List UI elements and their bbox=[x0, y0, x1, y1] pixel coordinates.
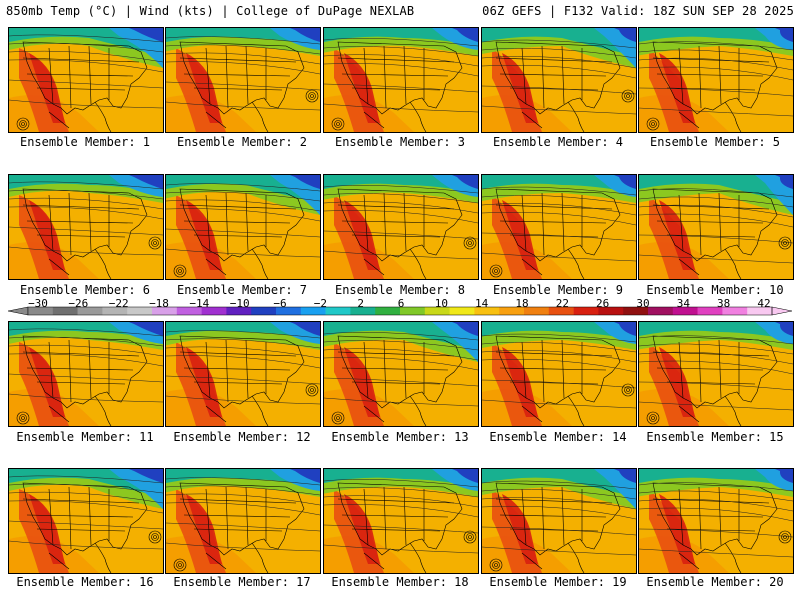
temperature-colorbar bbox=[7, 306, 793, 316]
colorbar-tick-label: −26 bbox=[68, 297, 89, 310]
colorbar-tick-label: 14 bbox=[475, 297, 489, 310]
ensemble-member-label: Ensemble Member: 7 bbox=[176, 283, 308, 297]
colorbar-swatch bbox=[499, 307, 525, 315]
ensemble-member-label: Ensemble Member: 1 bbox=[19, 135, 151, 149]
ensemble-member-map bbox=[323, 174, 479, 280]
ensemble-member-map bbox=[8, 174, 164, 280]
colorbar-tick-label: 34 bbox=[676, 297, 690, 310]
colorbar-swatch bbox=[28, 307, 54, 315]
colorbar-swatch bbox=[226, 307, 252, 315]
ensemble-member-label: Ensemble Member: 17 bbox=[173, 575, 311, 589]
colorbar-swatch bbox=[325, 307, 351, 315]
colorbar-swatch bbox=[276, 307, 302, 315]
colorbar-tick-label: −22 bbox=[108, 297, 129, 310]
ensemble-member-map bbox=[165, 27, 321, 133]
ensemble-member-map bbox=[638, 27, 794, 133]
colorbar-swatch bbox=[201, 307, 227, 315]
colorbar-swatch bbox=[251, 307, 277, 315]
ensemble-member-map bbox=[165, 174, 321, 280]
colorbar-tick-label: −30 bbox=[28, 297, 48, 310]
colorbar-swatch bbox=[548, 307, 574, 315]
colorbar-tick-label: 2 bbox=[357, 297, 364, 310]
ensemble-member-label: Ensemble Member: 8 bbox=[334, 283, 466, 297]
ensemble-member-map bbox=[481, 321, 637, 427]
colorbar-tick-label: 26 bbox=[596, 297, 610, 310]
ensemble-member-label: Ensemble Member: 4 bbox=[492, 135, 624, 149]
colorbar-max-arrow bbox=[771, 306, 793, 316]
ensemble-member-label: Ensemble Member: 10 bbox=[646, 283, 784, 297]
colorbar-swatch bbox=[648, 307, 674, 315]
ensemble-member-map bbox=[481, 468, 637, 574]
ensemble-member-map bbox=[8, 468, 164, 574]
colorbar-swatch bbox=[598, 307, 624, 315]
ensemble-member-map bbox=[323, 468, 479, 574]
ensemble-member-map bbox=[638, 468, 794, 574]
ensemble-member-label: Ensemble Member: 19 bbox=[489, 575, 627, 589]
ensemble-member-map bbox=[481, 27, 637, 133]
colorbar-tick-label: 30 bbox=[636, 297, 650, 310]
colorbar-swatch bbox=[102, 307, 128, 315]
colorbar-swatch bbox=[573, 307, 599, 315]
ensemble-member-label: Ensemble Member: 14 bbox=[489, 430, 627, 444]
ensemble-member-map bbox=[323, 27, 479, 133]
colorbar-swatch bbox=[152, 307, 178, 315]
colorbar-tick-label: −10 bbox=[229, 297, 250, 310]
colorbar-swatch bbox=[449, 307, 475, 315]
ensemble-member-label: Ensemble Member: 2 bbox=[176, 135, 308, 149]
colorbar-tick-label: 18 bbox=[515, 297, 529, 310]
colorbar-swatch bbox=[350, 307, 376, 315]
colorbar-tick-label: −18 bbox=[149, 297, 169, 310]
ensemble-member-label: Ensemble Member: 13 bbox=[331, 430, 469, 444]
colorbar-tick-label: −14 bbox=[189, 297, 210, 310]
ensemble-member-label: Ensemble Member: 15 bbox=[646, 430, 784, 444]
ensemble-member-map bbox=[638, 321, 794, 427]
colorbar-swatch bbox=[672, 307, 698, 315]
colorbar-swatch bbox=[176, 307, 202, 315]
map-title: 850mb Temp (°C) | Wind (kts) | College o… bbox=[6, 4, 415, 18]
ensemble-member-label: Ensemble Member: 9 bbox=[492, 283, 624, 297]
colorbar-swatch bbox=[375, 307, 401, 315]
colorbar-swatch bbox=[524, 307, 550, 315]
colorbar-tick-label: 10 bbox=[434, 297, 448, 310]
colorbar-tick-label: 38 bbox=[717, 297, 731, 310]
colorbar-swatch bbox=[300, 307, 326, 315]
ensemble-member-map bbox=[638, 174, 794, 280]
colorbar-swatch bbox=[697, 307, 723, 315]
model-run-info: 06Z GEFS | F132 Valid: 18Z SUN SEP 28 20… bbox=[482, 4, 794, 18]
colorbar-swatch bbox=[52, 307, 78, 315]
ensemble-member-map bbox=[8, 321, 164, 427]
ensemble-member-map bbox=[323, 321, 479, 427]
ensemble-member-map bbox=[8, 27, 164, 133]
colorbar-swatch bbox=[747, 307, 773, 315]
ensemble-member-map bbox=[165, 321, 321, 427]
colorbar-swatch bbox=[474, 307, 500, 315]
ensemble-member-label: Ensemble Member: 16 bbox=[16, 575, 154, 589]
colorbar-swatch bbox=[127, 307, 153, 315]
colorbar-frame bbox=[27, 306, 773, 316]
ensemble-member-label: Ensemble Member: 20 bbox=[646, 575, 784, 589]
colorbar-min-arrow bbox=[7, 306, 29, 316]
colorbar-tick-label: 6 bbox=[397, 297, 405, 310]
ensemble-member-label: Ensemble Member: 6 bbox=[19, 283, 151, 297]
ensemble-member-label: Ensemble Member: 18 bbox=[331, 575, 469, 589]
ensemble-member-label: Ensemble Member: 12 bbox=[173, 430, 311, 444]
ensemble-member-map bbox=[481, 174, 637, 280]
colorbar-tick-label: 22 bbox=[555, 297, 569, 310]
colorbar-tick-label: −2 bbox=[313, 297, 327, 310]
ensemble-member-label: Ensemble Member: 5 bbox=[649, 135, 781, 149]
colorbar-swatch bbox=[400, 307, 426, 315]
ensemble-member-label: Ensemble Member: 3 bbox=[334, 135, 466, 149]
ensemble-member-label: Ensemble Member: 11 bbox=[16, 430, 154, 444]
colorbar-swatch bbox=[722, 307, 748, 315]
colorbar-swatch bbox=[623, 307, 649, 315]
colorbar-swatch bbox=[424, 307, 450, 315]
colorbar-tick-label: −6 bbox=[273, 297, 287, 310]
ensemble-member-map bbox=[165, 468, 321, 574]
colorbar-tick-label: 42 bbox=[757, 297, 771, 310]
colorbar-swatch bbox=[77, 307, 103, 315]
